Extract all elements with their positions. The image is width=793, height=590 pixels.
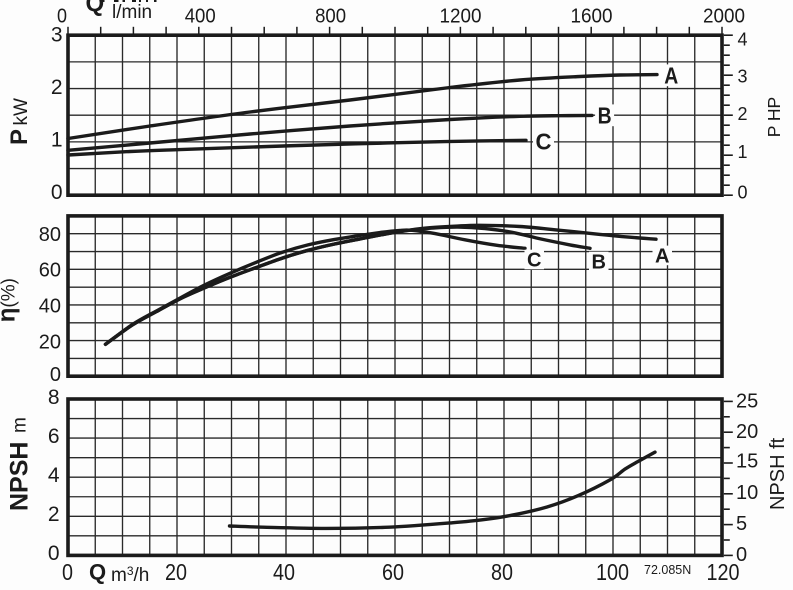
- svg-text:2: 2: [48, 503, 60, 526]
- svg-text:Q: Q: [89, 560, 106, 585]
- svg-text:1200: 1200: [440, 6, 482, 28]
- svg-text:120: 120: [707, 559, 740, 585]
- svg-text:4: 4: [48, 464, 60, 487]
- svg-text:0: 0: [57, 6, 67, 28]
- svg-text:l/min: l/min: [112, 2, 152, 23]
- svg-text:40: 40: [273, 559, 295, 585]
- svg-text:15: 15: [736, 451, 758, 473]
- svg-text:P HP: P HP: [764, 97, 784, 138]
- svg-text:25: 25: [736, 391, 758, 413]
- svg-text:C: C: [536, 129, 552, 155]
- svg-text:0: 0: [51, 181, 63, 204]
- svg-text:2000: 2000: [703, 6, 745, 28]
- svg-text:η(%): η(%): [0, 278, 21, 322]
- svg-text:A: A: [664, 63, 678, 89]
- svg-text:0: 0: [736, 544, 747, 566]
- svg-text:3: 3: [51, 24, 63, 47]
- svg-text:NPSHm: NPSHm: [6, 417, 34, 511]
- svg-text:A: A: [655, 246, 670, 268]
- svg-text:1600: 1600: [571, 6, 613, 28]
- svg-text:C: C: [527, 250, 542, 272]
- svg-text:1: 1: [51, 128, 63, 151]
- svg-text:400: 400: [185, 6, 216, 28]
- svg-text:0: 0: [50, 364, 61, 386]
- svg-text:800: 800: [315, 6, 346, 28]
- svg-text:2: 2: [51, 76, 63, 99]
- svg-text:40: 40: [39, 295, 61, 317]
- svg-text:60: 60: [382, 559, 404, 585]
- svg-text:60: 60: [39, 260, 61, 282]
- svg-text:B: B: [592, 252, 607, 274]
- svg-text:Q: Q: [86, 0, 105, 17]
- svg-text:m3/h: m3/h: [111, 564, 149, 586]
- svg-text:10: 10: [736, 482, 758, 504]
- svg-text:72.085N: 72.085N: [644, 563, 691, 577]
- svg-text:8: 8: [48, 386, 60, 409]
- svg-text:80: 80: [39, 224, 61, 246]
- svg-text:PkW: PkW: [6, 98, 33, 145]
- svg-text:20: 20: [736, 421, 758, 443]
- svg-text:0: 0: [738, 183, 748, 203]
- svg-text:3: 3: [738, 67, 748, 87]
- svg-text:100: 100: [596, 559, 629, 585]
- svg-text:B: B: [598, 103, 612, 129]
- svg-text:2: 2: [738, 104, 748, 124]
- svg-text:1: 1: [738, 142, 748, 162]
- svg-text:20: 20: [39, 332, 61, 354]
- svg-text:80: 80: [491, 559, 513, 585]
- svg-text:20: 20: [165, 559, 187, 585]
- svg-text:4: 4: [738, 30, 748, 50]
- svg-text:5: 5: [736, 513, 747, 535]
- svg-text:0: 0: [48, 542, 60, 565]
- svg-text:NPSH ft: NPSH ft: [767, 437, 789, 510]
- svg-text:0: 0: [62, 559, 73, 585]
- svg-text:6: 6: [48, 425, 60, 448]
